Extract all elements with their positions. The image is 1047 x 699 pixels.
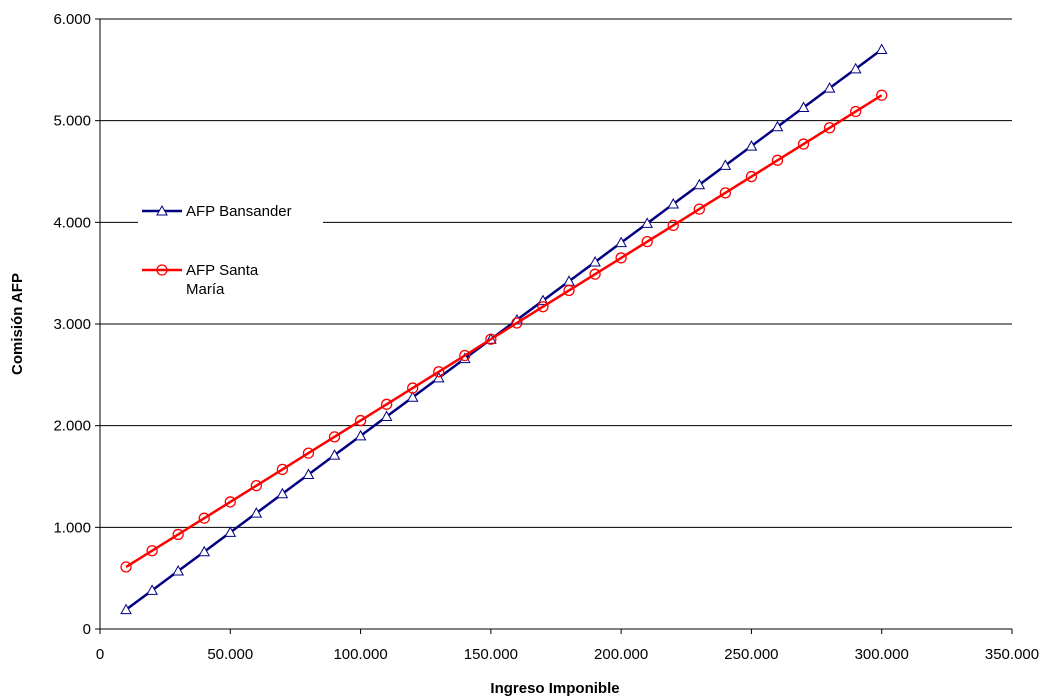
circle-marker <box>771 154 784 166</box>
triangle-marker <box>771 120 784 132</box>
circle-marker <box>276 463 289 476</box>
circle-marker <box>511 317 523 329</box>
y-tick-labels: 0 1.000 2.000 3.000 4.000 5.000 6.000 <box>53 11 91 638</box>
x-tick-label: 150.000 <box>464 646 518 663</box>
x-tick-label: 250.000 <box>724 646 778 663</box>
triangle-marker <box>250 507 263 518</box>
y-tick-label: 3.000 <box>53 316 91 333</box>
legend-box <box>138 187 323 313</box>
triangle-marker <box>198 545 211 557</box>
circle-marker <box>589 268 601 280</box>
x-tick-labels: 0 50.000 100.000 150.000 200.000 250.000 300.0… <box>96 646 1039 663</box>
circle-marker <box>615 252 627 264</box>
triangle-marker <box>156 204 168 216</box>
x-tick-label: 50.000 <box>207 646 253 663</box>
triangle-marker <box>693 178 706 190</box>
x-tick-label: 100.000 <box>333 646 387 663</box>
y-tick-label: 0 <box>83 621 91 638</box>
series-0 <box>120 43 888 615</box>
circle-marker <box>433 366 445 378</box>
circle-marker <box>380 398 393 410</box>
legend-label: María <box>186 281 225 298</box>
y-tick-label: 4.000 <box>53 214 91 231</box>
circle-marker <box>198 512 210 524</box>
triangle-marker <box>745 140 758 151</box>
y-tick-label: 2.000 <box>53 418 91 435</box>
triangle-marker <box>146 584 158 595</box>
triangle-marker <box>641 217 654 228</box>
x-tick-label: 350.000 <box>985 646 1039 663</box>
triangle-marker <box>797 101 810 112</box>
circle-marker <box>719 187 732 199</box>
circle-marker <box>641 235 653 248</box>
circle-marker <box>354 414 367 427</box>
y-tick-label: 1.000 <box>53 519 91 536</box>
circle-marker <box>250 479 262 492</box>
triangle-marker <box>823 82 836 93</box>
x-tick-label: 200.000 <box>594 646 648 663</box>
circle-marker <box>459 349 471 362</box>
x-tick-label: 300.000 <box>855 646 909 663</box>
triangle-marker <box>615 236 627 248</box>
triangle-marker <box>589 255 601 267</box>
circle-marker <box>485 333 497 345</box>
y-axis-title: Comisión AFP <box>9 273 26 375</box>
circle-marker <box>224 496 236 508</box>
x-tick-label: 0 <box>96 646 104 663</box>
circle-marker <box>302 447 315 459</box>
circle-marker <box>563 284 575 297</box>
x-axis-title: Ingreso Imponible <box>490 680 619 697</box>
circle-marker <box>537 301 549 313</box>
circle-marker <box>667 219 679 232</box>
series-line <box>125 48 883 611</box>
circle-marker <box>156 264 168 276</box>
circle-marker <box>823 122 836 134</box>
circle-marker <box>850 105 862 118</box>
series-line <box>125 94 883 569</box>
circle-marker <box>407 382 419 394</box>
y-tick-label: 6.000 <box>53 11 91 28</box>
triangle-marker <box>120 603 132 615</box>
triangle-marker <box>406 391 419 402</box>
circle-marker <box>693 203 705 215</box>
circle-marker <box>876 89 888 101</box>
series-group <box>120 43 888 615</box>
y-tick-label: 5.000 <box>53 113 91 130</box>
triangle-marker <box>380 410 393 422</box>
triangle-marker <box>719 159 732 170</box>
triangle-marker <box>224 526 237 537</box>
axes <box>95 18 1013 634</box>
triangle-marker <box>276 487 289 499</box>
triangle-marker <box>354 429 367 441</box>
triangle-marker <box>302 468 315 479</box>
triangle-marker <box>172 565 185 576</box>
triangle-marker <box>667 198 680 209</box>
circle-marker <box>146 545 158 557</box>
legend-label: AFP Santa <box>186 262 259 279</box>
circle-marker <box>328 431 341 443</box>
triangle-marker <box>849 62 862 74</box>
legend: AFP Bansander AFP Santa María <box>138 187 323 313</box>
circle-marker <box>120 561 132 573</box>
legend-label: AFP Bansander <box>186 203 292 220</box>
triangle-marker <box>875 43 888 54</box>
series-1 <box>120 89 888 573</box>
circle-marker <box>797 138 810 150</box>
circle-marker <box>172 528 184 541</box>
circle-marker <box>745 170 758 183</box>
triangle-marker <box>328 449 341 460</box>
